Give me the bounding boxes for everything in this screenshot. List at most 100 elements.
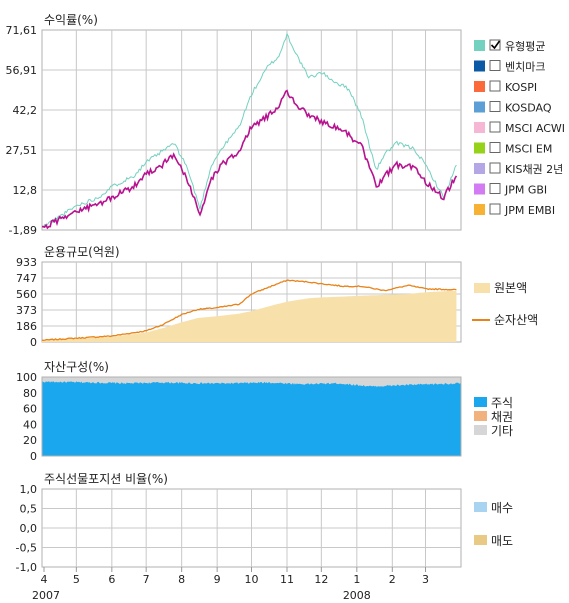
stock-area (42, 381, 461, 456)
x-year-label-2007: 2007 (32, 589, 60, 602)
assets-ytick-label: 20 (23, 434, 37, 447)
x-month-label: 5 (73, 573, 80, 586)
legend-label-3: KOSDAQ (505, 102, 552, 115)
assets-ytick-label: 40 (23, 418, 37, 431)
aum-ytick-label: 0 (30, 336, 37, 349)
legend-asset-swatch-0 (474, 397, 487, 407)
return-ytick-label: 42,2 (13, 104, 38, 117)
legend-label-5: MSCI EM (505, 143, 552, 156)
aum-panel: 933 747 560 373 186 0 운용규모(억원) (16, 245, 462, 349)
futures-panel: 1,0 0,5 0,0 -0,5 -1,0 주식선물포지션 비율(%) (16, 472, 462, 574)
legend-swatch-6 (474, 163, 485, 174)
return-series-line-0 (41, 32, 457, 228)
futures-ytick-label: 0,0 (20, 522, 38, 535)
legend-label-6: KIS채권 2년 (505, 163, 563, 176)
legend-asset-label-0: 주식 (491, 396, 513, 410)
x-month-label: 2 (389, 573, 396, 586)
return-ytick-label: -1,89 (9, 224, 37, 237)
legend-swatch-7 (474, 183, 485, 195)
net-asset-line (41, 279, 457, 342)
legend-swatch-3 (474, 101, 485, 113)
aum-title: 운용규모(억원) (44, 245, 120, 259)
x-month-label: 6 (108, 573, 115, 586)
legend-swatch-0 (474, 40, 485, 51)
futures-title: 주식선물포지션 비율(%) (44, 472, 168, 486)
checkbox-icon[interactable] (489, 60, 501, 71)
aum-ytick-label: 933 (16, 256, 37, 269)
legend-checkbox-2[interactable] (489, 80, 501, 92)
return-title: 수익률(%) (44, 13, 98, 27)
legend-checkbox-0[interactable] (489, 39, 501, 51)
checkbox-icon[interactable] (489, 39, 501, 51)
legend-checkbox-1[interactable] (489, 60, 501, 71)
assets-ytick-label: 80 (23, 387, 37, 400)
legend-swatch-2 (474, 81, 485, 92)
return-ytick-label: 12,8 (13, 184, 38, 197)
legend-checkbox-7[interactable] (489, 183, 501, 194)
return-panel: 71,61 56,91 42,2 27,51 12,8 -1,89 수익률(%) (6, 13, 462, 237)
checkbox-icon[interactable] (489, 80, 501, 92)
legend-buy-swatch (474, 502, 487, 512)
assets-panel: 100 80 60 40 20 0 자산구성(%) (16, 360, 462, 463)
futures-ytick-label: -1,0 (16, 561, 37, 574)
legend-asset-swatch-1 (474, 411, 487, 421)
aum-ytick-label: 560 (16, 288, 37, 301)
checkbox-icon[interactable] (489, 121, 501, 133)
return-series-line-1 (41, 89, 458, 230)
check-mark-icon (490, 40, 501, 50)
legend-principal-swatch (474, 283, 490, 293)
return-ytick-label: 56,91 (6, 64, 38, 77)
checkbox-icon[interactable] (489, 203, 501, 215)
x-year-label-2008: 2008 (343, 589, 371, 602)
futures-ytick-label: 0,5 (20, 503, 38, 516)
legend-checkbox-6[interactable] (489, 162, 501, 174)
assets-ytick-label: 100 (16, 371, 37, 384)
aum-ytick-label: 747 (16, 272, 37, 285)
aum-ytick-label: 186 (16, 320, 37, 333)
legend-checkbox-5[interactable] (489, 142, 501, 153)
checkbox-icon[interactable] (489, 142, 501, 153)
checkbox-icon[interactable] (489, 101, 501, 112)
checkbox-icon[interactable] (489, 162, 501, 174)
legend-buy-label: 매수 (491, 501, 513, 515)
legend-label-4: MSCI ACWI (505, 122, 565, 135)
x-month-label: 12 (314, 573, 328, 586)
x-month-label: 7 (143, 573, 150, 586)
legend-sell-swatch (474, 535, 487, 545)
assets-ytick-label: 60 (23, 403, 37, 416)
x-month-label: 8 (178, 573, 185, 586)
legend-sell-label: 매도 (491, 534, 513, 548)
legend-net-asset-label: 순자산액 (494, 313, 538, 327)
legend-swatch-1 (474, 60, 485, 72)
legend-label-8: JPM EMBI (504, 204, 555, 217)
checkbox-icon[interactable] (489, 183, 501, 194)
assets-frame-overlay (41, 376, 462, 457)
legend-swatch-8 (474, 204, 485, 215)
legend-checkbox-8[interactable] (489, 203, 501, 215)
legend-label-7: JPM GBI (504, 184, 547, 197)
x-month-label: 4 (41, 573, 48, 586)
x-month-label: 10 (245, 573, 259, 586)
legend-label-0: 유형평균 (505, 40, 545, 53)
legend-asset-label-1: 채권 (491, 410, 513, 424)
legend-label-2: KOSPI (505, 81, 537, 94)
x-month-label: 11 (280, 573, 294, 586)
legend-asset-swatch-2 (474, 425, 487, 435)
principal-area (42, 290, 457, 342)
return-ytick-label: 71,61 (6, 24, 38, 37)
legend-swatch-4 (474, 122, 485, 133)
x-month-label: 3 (422, 573, 429, 586)
legend-swatch-5 (474, 142, 485, 154)
legend-asset-label-2: 기타 (491, 424, 513, 438)
assets-title: 자산구성(%) (44, 360, 109, 374)
legend-checkbox-4[interactable] (489, 121, 501, 133)
legend-label-1: 벤치마크 (505, 61, 545, 74)
x-month-label: 9 (214, 573, 221, 586)
futures-ytick-label: -0,5 (16, 542, 37, 555)
legend-checkbox-3[interactable] (489, 101, 501, 112)
assets-ytick-label: 0 (30, 450, 37, 463)
legend-principal-label: 원본액 (494, 281, 527, 295)
futures-ytick-label: 1,0 (20, 483, 38, 496)
return-ytick-label: 27,51 (6, 144, 38, 157)
